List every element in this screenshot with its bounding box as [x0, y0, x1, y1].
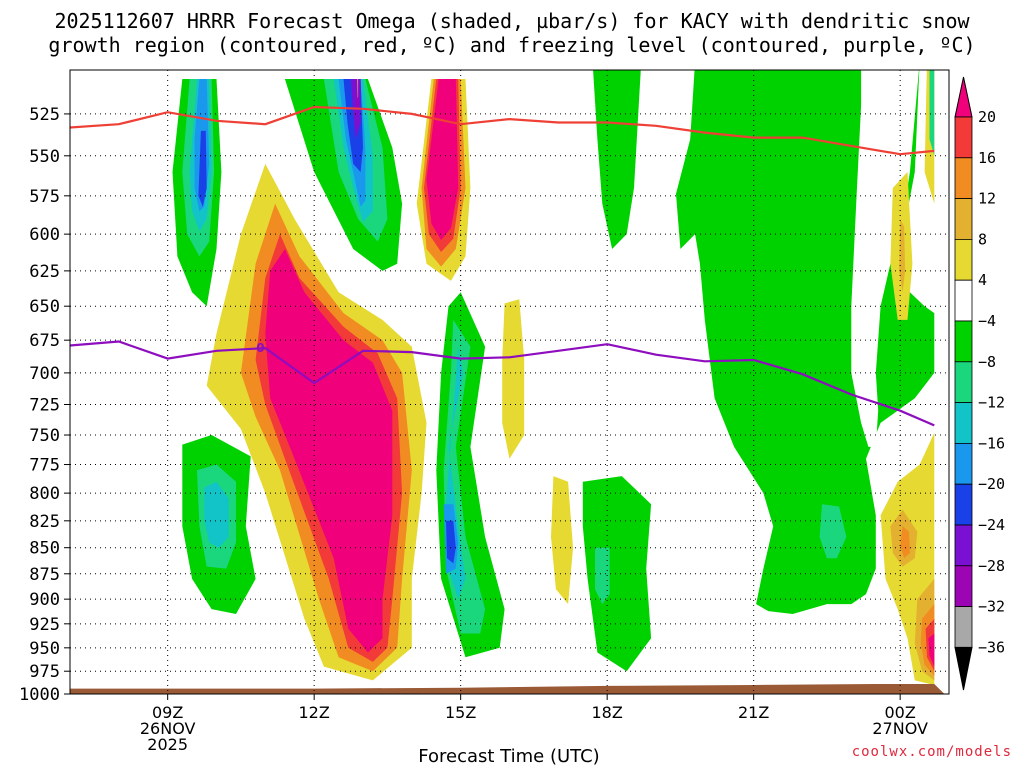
x-tick-year-09Z: 2025: [147, 735, 188, 754]
dgz-contour-line: [70, 105, 935, 156]
omega-region-green: [593, 70, 641, 249]
y-tick-label-625: 625: [29, 262, 60, 282]
y-tick-label-750: 750: [29, 426, 60, 446]
y-tick-label-775: 775: [29, 456, 60, 476]
colorbar-label-6: −8: [978, 353, 996, 371]
y-tick-label-525: 525: [29, 105, 60, 125]
omega-region-yellow: [502, 299, 525, 459]
colorbar-label-4: 4: [978, 271, 987, 289]
contour-lines: 0: [70, 105, 935, 427]
y-tick-label-825: 825: [29, 512, 60, 532]
y-tick-label-600: 600: [29, 225, 60, 245]
omega-shading: [172, 70, 935, 685]
y-tick-label-575: 575: [29, 187, 60, 207]
omega-region-violet: [355, 79, 360, 109]
omega-region-green: [582, 476, 652, 672]
colorbar-bottom-arrow: [954, 646, 973, 691]
colorbar-band-7: [954, 402, 973, 444]
colorbar-label-1: 16: [978, 149, 996, 167]
colorbar-label-12: −32: [978, 598, 1005, 616]
terrain-band: [70, 684, 945, 694]
colorbar-label-10: −24: [978, 516, 1005, 534]
colorbar-band-10: [954, 524, 973, 567]
x-tick-label-12Z: 12Z: [299, 703, 330, 722]
omega-region-white: [665, 70, 695, 196]
x-tick-label-15Z: 15Z: [445, 703, 476, 722]
freezing-level-line: [70, 340, 935, 427]
y-tick-label-1000: 1000: [19, 685, 60, 705]
x-tick-date-09Z: 26NOV: [140, 719, 196, 738]
x-tick-label-18Z: 18Z: [592, 703, 623, 722]
colorbar-label-13: −36: [978, 638, 1005, 656]
colorbar-top-arrow: [954, 76, 973, 118]
chart-title-line-2: growth region (contoured, red, ºC) and f…: [48, 33, 976, 57]
y-tick-label-975: 975: [29, 662, 60, 682]
omega-region-pink: [265, 249, 393, 653]
omega-region-blue: [446, 520, 456, 564]
colorbar-label-8: −16: [978, 434, 1005, 452]
colorbar-band-3: [954, 238, 973, 281]
y-tick-label-925: 925: [29, 615, 60, 635]
x-tick-label-09Z: 09Z: [152, 703, 183, 722]
grid-lines: [70, 70, 949, 695]
pressure-axis: 525 550 575 600 625 650 675 700 725 750 775 800 825 8…: [19, 105, 70, 705]
colorbar-band-5: [954, 320, 973, 363]
colorbar-label-7: −12: [978, 394, 1005, 412]
chart-title-line-1: 2025112607 HRRR Forecast Omega (shaded, …: [54, 9, 970, 33]
x-tick-label-21Z: 21Z: [738, 703, 769, 722]
y-tick-label-725: 725: [29, 395, 60, 415]
omega-region-cyan: [204, 481, 229, 548]
colorbar-band-6: [954, 361, 973, 403]
colorbar-band-8: [954, 442, 973, 485]
colorbar-label-3: 8: [978, 230, 987, 248]
colorbar-band-4: [954, 279, 973, 322]
y-tick-label-950: 950: [29, 639, 60, 659]
terrain-fill: [70, 684, 945, 694]
colorbar-label-5: −4: [978, 312, 996, 330]
omega-region-seagreen: [595, 547, 610, 605]
colorbar-band-0: [954, 116, 973, 159]
colorbar-band-12: [954, 606, 973, 648]
y-tick-label-850: 850: [29, 539, 60, 559]
omega-region-blue: [198, 130, 207, 207]
y-tick-label-700: 700: [29, 364, 60, 384]
freezing-level-label: 0: [256, 341, 264, 355]
plot-frame: [69, 69, 950, 695]
colorbar-band-2: [954, 198, 973, 240]
x-axis-title: Forecast Time (UTC): [418, 746, 600, 767]
omega-region-gold: [899, 219, 906, 293]
y-tick-label-875: 875: [29, 565, 60, 585]
colorbar-band-1: [954, 157, 973, 200]
colorbar-label-9: −20: [978, 475, 1005, 493]
omega-region-pink: [928, 633, 935, 667]
x-tick-date-00Z: 27NOV: [872, 719, 928, 738]
omega-region-white: [851, 70, 919, 447]
omega-region-seagreen: [819, 504, 847, 559]
colorbar-label-2: 12: [978, 190, 996, 208]
x-tick-label-00Z: 00Z: [885, 703, 916, 722]
colorbar: 20 16 12 8 4 −4 −8 −12 −16 −20 −24 −28 −32 −36: [954, 76, 1005, 691]
omega-region-orange: [900, 526, 910, 559]
y-tick-label-675: 675: [29, 331, 60, 351]
colorbar-band-9: [954, 483, 973, 526]
y-tick-label-550: 550: [29, 147, 60, 167]
omega-region-yellow: [551, 476, 573, 605]
y-tick-label-800: 800: [29, 484, 60, 504]
y-tick-label-650: 650: [29, 297, 60, 317]
omega-region-seagreen: [929, 70, 935, 156]
colorbar-band-11: [954, 565, 973, 607]
credit-link[interactable]: coolwx.com/models: [851, 744, 1012, 760]
colorbar-label-0: 20: [978, 108, 996, 126]
colorbar-label-11: −28: [978, 557, 1005, 575]
y-tick-label-900: 900: [29, 590, 60, 610]
omega-region-gray: [357, 79, 359, 99]
